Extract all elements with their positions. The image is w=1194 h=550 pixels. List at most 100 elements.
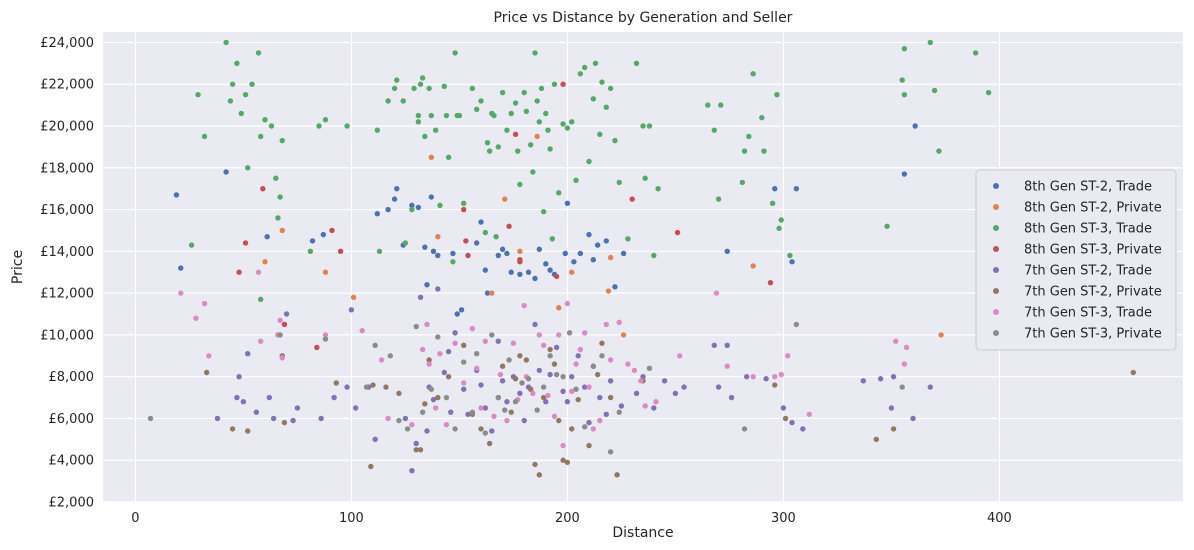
data-point (586, 419, 592, 426)
data-point (506, 223, 512, 229)
data-point (599, 353, 605, 359)
data-point (255, 269, 262, 275)
data-point (322, 269, 329, 275)
data-point (1130, 369, 1137, 376)
data-point (454, 311, 460, 317)
data-point (564, 125, 571, 131)
data-point (780, 405, 787, 411)
data-point (432, 405, 439, 411)
data-point (530, 169, 536, 175)
data-point (560, 388, 566, 394)
data-point (495, 144, 501, 150)
data-point (432, 127, 439, 133)
legend-marker (993, 330, 999, 336)
data-point (540, 342, 547, 349)
data-point (322, 332, 329, 338)
data-point (417, 447, 424, 453)
data-point (515, 148, 521, 154)
data-point (640, 123, 646, 129)
data-point (193, 315, 199, 321)
data-point (566, 330, 573, 336)
data-point (517, 248, 523, 255)
data-point (543, 399, 549, 405)
y-tick-label: £22,000 (40, 78, 94, 93)
data-point (443, 112, 450, 119)
data-point (774, 91, 780, 98)
data-point (517, 259, 523, 265)
series-4 (214, 286, 933, 474)
data-point (277, 332, 283, 338)
data-point (739, 179, 746, 186)
data-point (569, 388, 575, 394)
y-tick-label: £18,000 (40, 161, 94, 176)
data-point (257, 338, 264, 344)
data-point (620, 332, 627, 338)
legend-entry: 7th Gen ST-3, Trade (1024, 306, 1152, 321)
data-point (279, 355, 285, 361)
data-point (229, 426, 236, 432)
data-point (536, 332, 543, 338)
data-point (575, 353, 581, 359)
data-point (625, 361, 631, 367)
data-point (769, 200, 776, 206)
data-point (499, 89, 506, 96)
data-point (422, 244, 428, 250)
data-point (893, 338, 899, 344)
data-point (294, 405, 301, 411)
legend-entry: 8th Gen ST-2, Trade (1024, 180, 1152, 195)
data-point (195, 91, 201, 98)
data-point (789, 259, 795, 265)
data-point (577, 250, 584, 257)
data-point (396, 417, 402, 424)
data-point (502, 196, 508, 202)
data-point (873, 436, 879, 443)
data-point (521, 302, 527, 309)
data-point (540, 208, 547, 215)
data-point (590, 426, 597, 432)
data-point (901, 91, 908, 98)
data-point (741, 426, 748, 432)
data-point (173, 192, 180, 198)
data-point (860, 378, 867, 384)
data-point (415, 204, 422, 211)
data-point (238, 110, 244, 117)
data-point (426, 85, 432, 92)
data-point (607, 394, 614, 401)
data-point (521, 417, 527, 424)
data-point (547, 267, 553, 273)
data-point (551, 361, 558, 367)
legend-entry: 7th Gen ST-3, Private (1024, 327, 1162, 342)
series-3 (236, 81, 774, 351)
data-point (450, 259, 456, 265)
data-point (281, 419, 288, 426)
data-point (772, 185, 778, 192)
data-point (482, 430, 489, 436)
data-point (782, 415, 789, 422)
data-point (206, 353, 212, 359)
data-point (461, 206, 467, 213)
data-point (372, 436, 378, 443)
data-point (605, 288, 612, 294)
data-point (422, 401, 428, 407)
data-point (322, 336, 329, 342)
y-tick-label: £6,000 (49, 412, 95, 427)
data-point (417, 294, 424, 300)
data-point (586, 158, 592, 165)
data-point (409, 202, 415, 209)
y-tick-label: £2,000 (49, 496, 95, 511)
data-point (504, 127, 510, 133)
data-point (329, 227, 335, 234)
data-point (746, 133, 752, 140)
data-point (391, 196, 398, 202)
data-point (556, 332, 562, 338)
data-point (607, 254, 614, 261)
data-point (787, 252, 793, 259)
data-point (651, 405, 657, 411)
data-point (538, 85, 545, 92)
data-point (655, 185, 661, 192)
data-point (499, 378, 506, 384)
data-point (530, 390, 536, 397)
data-point (776, 225, 782, 232)
data-point (512, 376, 519, 382)
data-point (931, 87, 938, 94)
